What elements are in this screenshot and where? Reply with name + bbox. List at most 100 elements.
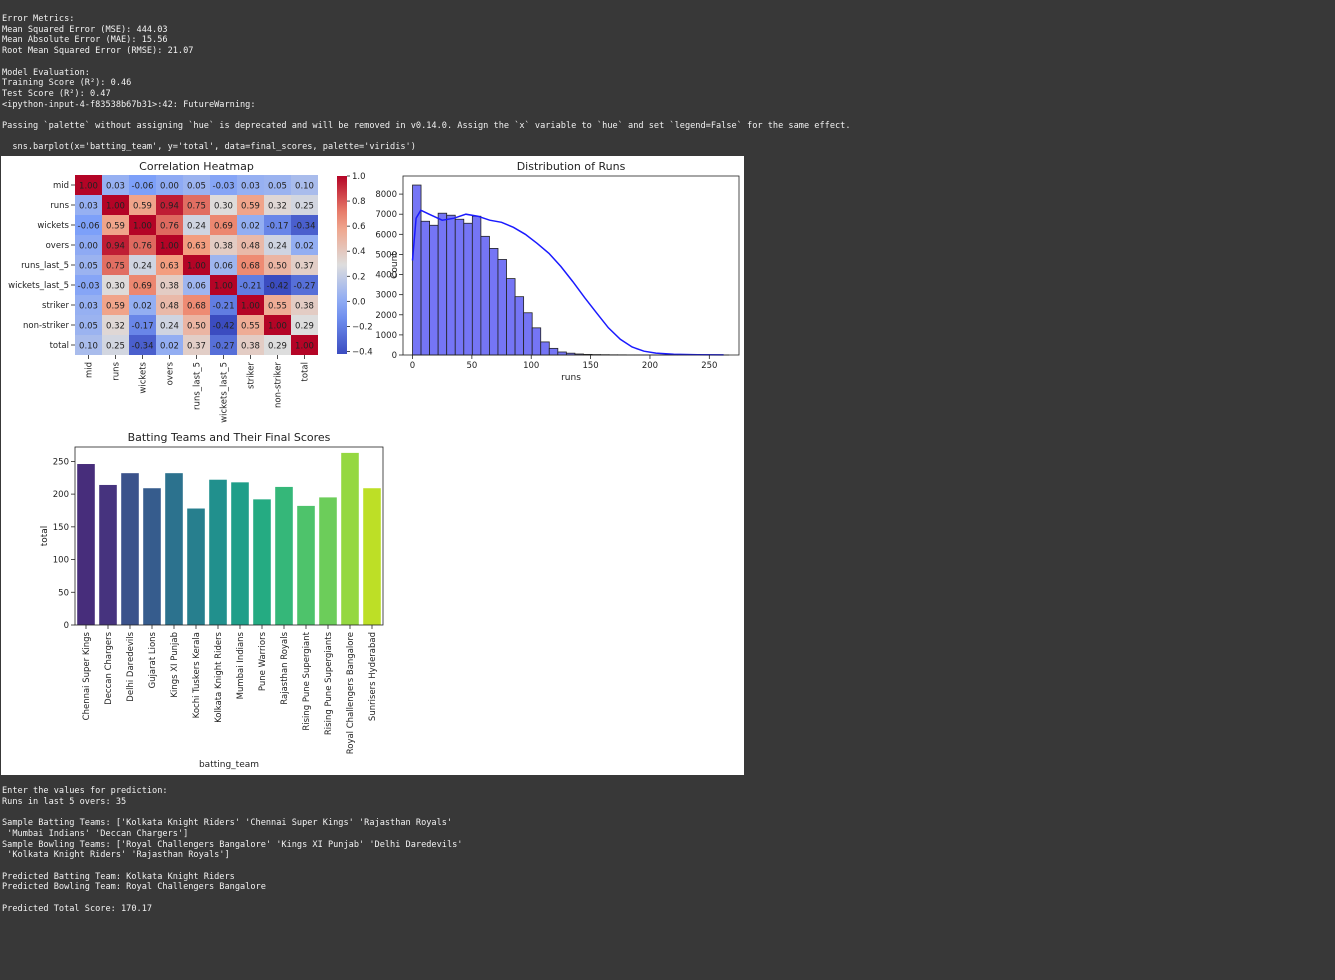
heatmap-cell-value: 0.10 [295,181,314,191]
barchart-y-tick-label: 100 [53,556,69,566]
heatmap-cell-value: 0.03 [241,181,260,191]
histogram-bar [489,248,499,356]
top-log-line: Mean Squared Error (MSE): 444.03 [2,24,168,35]
bottom-log-line: 'Kolkata Knight Riders' 'Rajasthan Royal… [2,850,230,861]
histogram-y-tick-label: 0 [392,351,397,361]
barchart-y-tick-label: 0 [64,621,69,631]
heatmap-cell-value: 0.38 [214,241,233,251]
top-log-line: Model Evaluation: [2,67,90,78]
heatmap-cell-value: -0.06 [78,221,100,231]
heatmap-cell [264,175,291,195]
correlation-heatmap: Correlation Heatmap 1.00 0.03 -0.06 0.00 0.05… [8,160,372,423]
heatmap-cell [291,175,318,195]
heatmap-cell-value: 0.05 [79,261,98,271]
top-log-line: Training Score (R²): 0.46 [2,78,132,89]
heatmap-cell [291,295,318,315]
heatmap-cell-value: 0.24 [160,321,179,331]
barchart-x-tick-label: Chennai Super Kings [82,631,92,720]
heatmap-cell [102,215,129,235]
team-score-bar [231,482,249,625]
colorbar-tick-label: −0.2 [352,322,373,332]
heatmap-x-label: wickets [139,361,149,393]
heatmap-cell [75,295,102,315]
heatmap-cell [210,235,237,255]
heatmap-cell [102,255,129,275]
heatmap-cell [156,175,183,195]
barchart-x-tick-label: Rising Pune Supergiants [324,631,334,735]
heatmap-cell [237,335,264,355]
heatmap-cell [183,235,210,255]
heatmap-y-label: runs [50,201,69,211]
colorbar-tick-label: 0.6 [352,222,366,232]
top-log-line: <ipython-input-4-f83538b67b31>:42: Futur… [2,99,256,110]
histogram-y-tick-label: 6000 [375,230,397,240]
heatmap-cell-value: -0.34 [294,221,316,231]
heatmap-cell-value: 0.69 [133,281,152,291]
heatmap-cell [156,235,183,255]
heatmap-cell [156,255,183,275]
heatmap-cell [75,275,102,295]
heatmap-cell [75,175,102,195]
heatmap-cell-value: 0.63 [187,241,206,251]
histogram-bar [497,259,507,356]
heatmap-cell-value: 0.29 [268,341,287,351]
heatmap-cell [237,195,264,215]
heatmap-cell [75,235,102,255]
bottom-log-line: 'Mumbai Indians' 'Deccan Chargers'] [2,828,189,839]
heatmap-cell [75,255,102,275]
team-score-bar [297,505,315,625]
heatmap-cell [264,255,291,275]
heatmap-cell [210,335,237,355]
heatmap-cell-value: 0.05 [187,181,206,191]
heatmap-cell [264,215,291,235]
batting-teams-barchart: Batting Teams and Their Final Scores 0 50 1… [40,431,384,770]
heatmap-cell [129,175,156,195]
heatmap-cell-value: 0.59 [106,301,125,311]
barchart-ylabel: total [40,526,50,547]
cell-output-bottom: Enter the values for prediction: Runs in… [2,786,462,914]
heatmap-cell [237,175,264,195]
heatmap-cell [129,335,156,355]
heatmap-cell-value: 0.25 [106,341,125,351]
barchart-x-tick-label: Delhi Daredevils [126,631,136,701]
heatmap-cell-value: 0.03 [79,201,98,211]
histogram-bar [471,215,482,356]
heatmap-cell-value: 0.05 [79,321,98,331]
heatmap-cell-value: 0.59 [133,201,152,211]
heatmap-cell-value: 0.06 [214,261,233,271]
heatmap-cell [291,315,318,335]
heatmap-cell-value: 0.38 [160,281,179,291]
kde-line [411,209,724,356]
barchart-xlabel: batting_team [199,760,259,770]
heatmap-cell-value: -0.17 [267,221,289,231]
heatmap-cell [75,315,102,335]
histogram-bar [454,218,465,356]
heatmap-cell-value: 0.63 [160,261,179,271]
histogram-bar [523,312,533,356]
histogram-x-tick-label: 50 [466,361,477,371]
team-score-bar [341,452,359,625]
heatmap-cell-value: 1.00 [295,341,314,351]
histogram-title: Distribution of Runs [517,160,626,173]
barchart-x-tick-label: Rajasthan Royals [280,631,290,704]
heatmap-cell-value: -0.03 [78,281,100,291]
heatmap-cell [210,255,237,275]
heatmap-x-label: runs_last_5 [193,362,203,410]
heatmap-cell-value: 0.30 [106,281,125,291]
histogram-frame [402,175,740,356]
heatmap-cell [183,335,210,355]
heatmap-cell [210,215,237,235]
histogram-y-tick-label: 7000 [375,210,397,220]
heatmap-cell [291,215,318,235]
heatmap-cell [264,335,291,355]
heatmap-cell-value: 0.68 [187,301,206,311]
barchart-x-tick-label: Rising Pune Supergiant [302,631,312,730]
histogram-y-tick-label: 3000 [375,291,397,301]
heatmap-cell [75,195,102,215]
heatmap-cell [102,315,129,335]
heatmap-x-label: total [301,362,311,381]
barchart-x-tick-label: Deccan Chargers [104,631,114,704]
heatmap-cell [129,315,156,335]
histogram-bar [531,327,542,356]
heatmap-cell-value: 0.24 [268,241,287,251]
